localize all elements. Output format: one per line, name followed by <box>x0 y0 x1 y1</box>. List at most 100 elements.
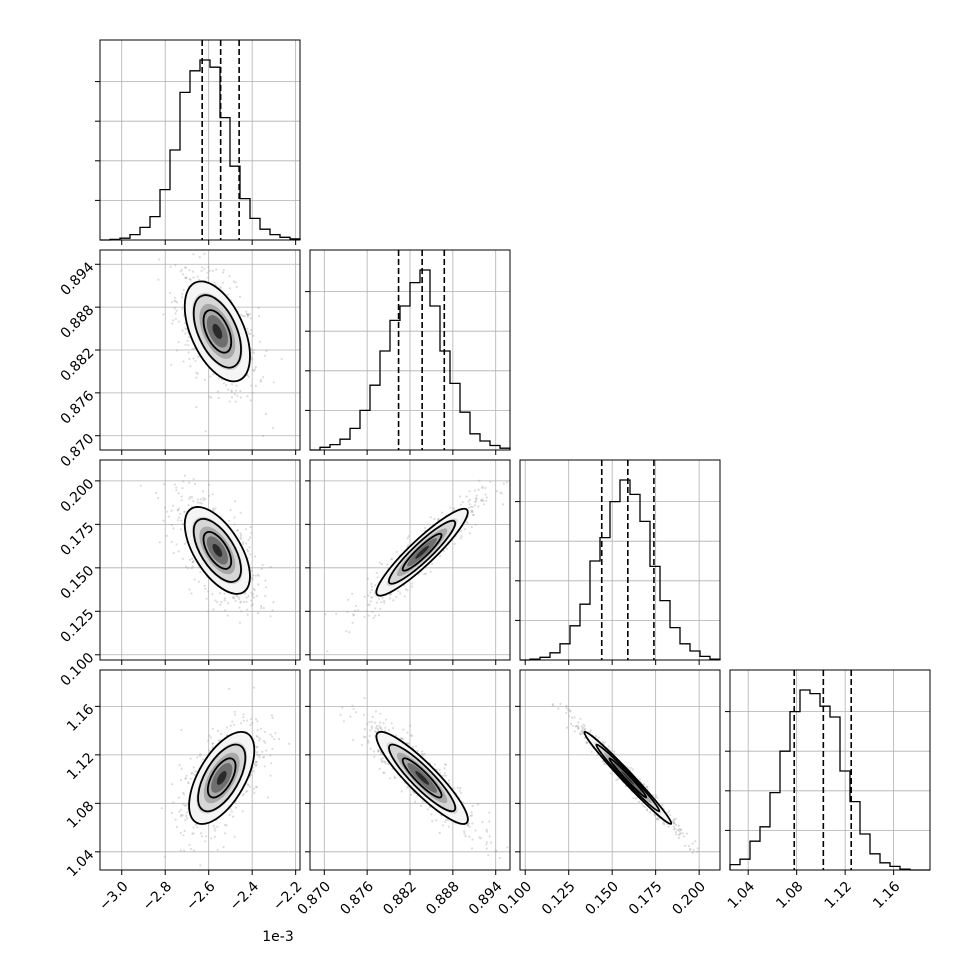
sample-point <box>354 604 358 608</box>
sample-point <box>581 726 584 729</box>
sample-point <box>173 483 176 486</box>
sample-point <box>259 380 262 383</box>
sample-point <box>186 567 190 570</box>
sample-point <box>199 498 202 501</box>
sample-point <box>184 322 187 325</box>
sample-point <box>188 481 191 484</box>
sample-point <box>433 763 436 766</box>
sample-point <box>474 829 477 832</box>
sample-point <box>380 601 383 604</box>
scatter-panel-4 <box>305 669 511 875</box>
sample-point <box>447 779 451 782</box>
sample-point <box>145 245 147 247</box>
sample-point <box>185 328 188 331</box>
sample-point <box>204 430 207 433</box>
sample-point <box>589 729 592 732</box>
tick-label-x: −2.8 <box>140 879 175 914</box>
sample-point <box>184 266 188 269</box>
sample-point <box>374 584 377 587</box>
sample-point <box>381 597 384 600</box>
sample-point <box>687 844 691 848</box>
sample-point <box>370 585 373 588</box>
sample-point <box>696 850 699 853</box>
sample-point <box>245 600 248 603</box>
sample-point <box>389 593 392 596</box>
sample-point <box>234 806 238 809</box>
sample-point <box>646 785 649 789</box>
sample-point <box>185 811 188 814</box>
tick-label-x: 0.125 <box>539 879 579 919</box>
sample-point <box>656 818 659 821</box>
sample-point <box>196 826 199 829</box>
sample-point <box>447 825 450 828</box>
sample-point <box>246 608 249 611</box>
sample-point <box>175 543 178 546</box>
sample-point <box>240 610 243 613</box>
sample-point <box>261 563 264 567</box>
sample-point <box>228 400 231 403</box>
sample-point <box>468 532 471 535</box>
sample-point <box>183 510 186 513</box>
sample-point <box>468 503 471 506</box>
sample-point <box>662 822 665 825</box>
tick-label-x: 0.150 <box>582 879 622 919</box>
sample-point <box>198 278 201 281</box>
sample-point <box>494 850 497 854</box>
sample-point <box>211 745 214 748</box>
sample-point <box>196 756 199 759</box>
sample-point <box>416 749 419 753</box>
sample-point <box>198 256 201 259</box>
sample-point <box>406 786 409 789</box>
sample-point <box>411 734 414 738</box>
sample-point <box>501 503 505 506</box>
sample-point <box>198 754 201 758</box>
sample-point <box>559 702 562 706</box>
sample-point <box>573 716 576 719</box>
sample-point <box>251 577 254 580</box>
density-contour <box>206 757 237 799</box>
axis-offset-label: 1e-3 <box>262 929 293 945</box>
sample-point <box>213 509 216 512</box>
sample-point <box>232 815 235 818</box>
sample-point <box>363 696 366 700</box>
sample-point <box>377 728 380 732</box>
sample-point <box>577 721 580 724</box>
sample-point <box>669 814 672 817</box>
sample-point <box>264 354 267 357</box>
sample-point <box>607 745 610 748</box>
sample-point <box>165 510 169 513</box>
sample-point <box>246 330 249 333</box>
sample-point <box>460 535 463 538</box>
tick-label-x: 1.16 <box>870 879 903 912</box>
hist-panel-2 <box>515 459 721 665</box>
panel-frame <box>99 39 301 241</box>
sample-point <box>420 750 424 753</box>
sample-point <box>245 310 248 313</box>
sample-point <box>467 506 470 509</box>
sample-point <box>696 847 699 850</box>
scatter-points <box>324 479 508 653</box>
sample-point <box>197 355 200 358</box>
sample-point <box>256 735 259 739</box>
sample-point <box>179 512 182 516</box>
sample-point <box>269 615 272 618</box>
sample-point <box>583 728 586 732</box>
sample-point <box>388 597 391 600</box>
sample-point <box>251 369 254 372</box>
sample-point <box>372 616 375 620</box>
sample-point <box>190 496 194 499</box>
sample-point <box>254 555 257 558</box>
sample-point <box>444 763 447 767</box>
sample-point <box>369 729 372 732</box>
sample-point <box>181 307 184 310</box>
sample-point <box>459 537 462 540</box>
panel-frame <box>99 669 301 871</box>
sample-point <box>262 756 265 759</box>
sample-point <box>468 825 471 828</box>
scatter-points <box>551 702 699 855</box>
sample-point <box>194 770 197 773</box>
sample-point <box>196 372 199 375</box>
sample-point <box>170 301 173 304</box>
sample-point <box>594 735 598 738</box>
sample-point <box>369 747 372 751</box>
